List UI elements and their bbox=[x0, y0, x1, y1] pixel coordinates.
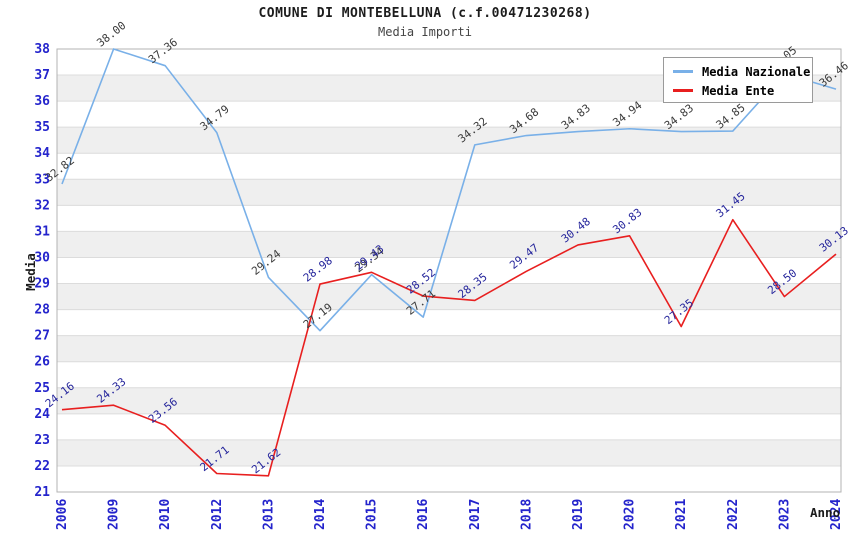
x-tick-label: 2013 bbox=[261, 499, 276, 530]
y-tick-label: 27 bbox=[34, 329, 50, 344]
x-tick-label: 2023 bbox=[777, 499, 792, 530]
y-tick-label: 25 bbox=[34, 381, 50, 396]
y-tick-label: 33 bbox=[34, 172, 50, 187]
legend-item-media-ente: Media Ente bbox=[673, 81, 812, 100]
y-tick-label: 26 bbox=[34, 355, 50, 370]
plot-band bbox=[57, 205, 841, 232]
x-tick-label: 2010 bbox=[158, 499, 173, 530]
x-tick-label: 2020 bbox=[623, 499, 638, 530]
legend-label: Media Nazionale bbox=[702, 64, 811, 79]
plot-band bbox=[57, 465, 841, 492]
x-tick-label: 2018 bbox=[519, 499, 534, 530]
x-tick-label: 2017 bbox=[468, 499, 483, 530]
x-tick-label: 2012 bbox=[210, 499, 225, 530]
series-line-media-nazionale bbox=[61, 48, 837, 332]
chart-subtitle: Media Importi bbox=[378, 25, 472, 39]
y-tick-label: 38 bbox=[34, 42, 50, 57]
data-point-label: 38.00 bbox=[94, 19, 128, 50]
x-tick-label: 2016 bbox=[416, 499, 431, 530]
y-tick-label: 36 bbox=[34, 94, 50, 109]
x-axis-title: Anno bbox=[810, 505, 841, 520]
y-tick-label: 34 bbox=[34, 146, 50, 161]
x-tick-label: 2019 bbox=[571, 499, 586, 530]
plot-band bbox=[57, 231, 841, 258]
x-tick-label: 2015 bbox=[365, 499, 380, 530]
y-tick-label: 22 bbox=[34, 459, 50, 474]
x-tick-label: 2021 bbox=[674, 499, 689, 530]
y-tick-label: 29 bbox=[34, 277, 50, 292]
plot-band bbox=[57, 361, 841, 388]
x-tick-label: 2006 bbox=[55, 499, 70, 530]
plot-band bbox=[57, 335, 841, 362]
y-tick-label: 37 bbox=[34, 68, 50, 83]
plot-band bbox=[57, 283, 841, 310]
legend-swatch-red-line-icon bbox=[673, 89, 693, 92]
y-tick-label: 31 bbox=[34, 224, 50, 239]
y-tick-label: 35 bbox=[34, 120, 50, 135]
plot-band bbox=[57, 179, 841, 206]
series-line-media-ente bbox=[61, 218, 837, 477]
legend-item-media-nazionale: Media Nazionale bbox=[673, 62, 812, 81]
chart-legend: Media Nazionale Media Ente bbox=[663, 57, 813, 103]
plot-band bbox=[57, 387, 841, 414]
plot-band bbox=[57, 101, 841, 128]
y-tick-label: 32 bbox=[34, 198, 50, 213]
plot-band bbox=[57, 257, 841, 284]
legend-label: Media Ente bbox=[702, 83, 775, 98]
chart-title: COMUNE DI MONTEBELLUNA (c.f.00471230268) bbox=[258, 6, 592, 21]
y-tick-label: 28 bbox=[34, 303, 50, 318]
legend-swatch-blue-line-icon bbox=[673, 70, 693, 73]
plot-band bbox=[57, 439, 841, 466]
plot-band bbox=[57, 309, 841, 336]
plot-band bbox=[57, 153, 841, 180]
y-tick-label: 21 bbox=[34, 485, 50, 500]
x-tick-label: 2024 bbox=[829, 499, 844, 530]
y-tick-label: 23 bbox=[34, 433, 50, 448]
x-tick-label: 2014 bbox=[313, 499, 328, 530]
x-tick-label: 2009 bbox=[107, 499, 122, 530]
y-tick-label: 30 bbox=[34, 250, 50, 265]
x-tick-label: 2022 bbox=[726, 499, 741, 530]
y-tick-label: 24 bbox=[34, 407, 50, 422]
plot-border bbox=[56, 48, 842, 493]
plot-band bbox=[57, 413, 841, 440]
